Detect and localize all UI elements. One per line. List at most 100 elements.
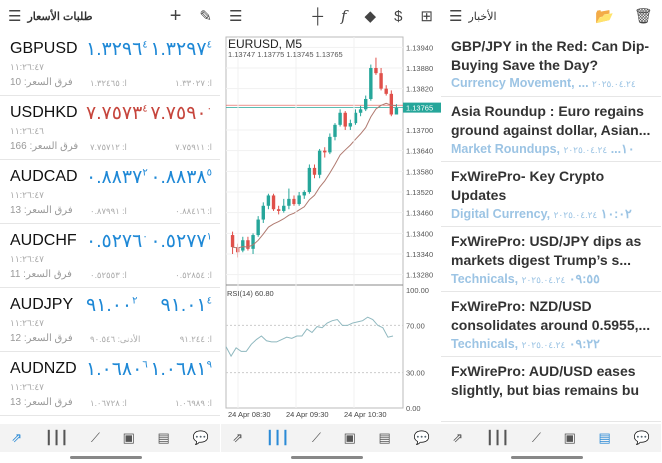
menu-icon[interactable]: ☰ [8, 8, 22, 25]
symbol: AUDCHF [10, 232, 77, 249]
price-tick-label: 1.13340 [406, 250, 433, 259]
price-tick-label: 1.13520 [406, 188, 433, 197]
symbol: AUDJPY [10, 296, 74, 313]
candle-body [333, 124, 337, 137]
rsi-tick-label: 70.00 [406, 321, 425, 330]
candle-body [292, 198, 296, 205]
price-tick-label: 1.13940 [406, 43, 433, 52]
chart-symbol: EURUSD, M5 [228, 37, 303, 51]
quote-row[interactable]: AUDCHF ٠.٥٢٧٦٠ ٠.٥٢٧٧١ ١١:٢٦:٤٧ فرق السع… [0, 224, 220, 288]
crosshair-icon[interactable]: ┼ [312, 7, 323, 25]
quotes-icon[interactable]: ⇗ [232, 430, 244, 445]
news-item[interactable]: FxWirePro: AUD/USD eases slightly, but b… [441, 357, 661, 422]
candle-body [246, 240, 250, 249]
chat-icon[interactable]: 💬 [192, 430, 209, 445]
spread: فرق السعر: 11 [10, 269, 72, 280]
objects-icon[interactable]: ◆ [364, 8, 377, 25]
add-icon[interactable]: + [169, 4, 182, 27]
candle-body [364, 99, 368, 110]
bid-price: ٠.٥٢٧٦٠ [86, 231, 148, 252]
edit-icon[interactable]: ✎ [199, 8, 212, 25]
low-price: الأدنى: ٩٠.٥٤٦ [90, 334, 141, 344]
chat-icon[interactable]: 💬 [633, 430, 650, 445]
price-tick-label: 1.13820 [406, 85, 433, 94]
ask-price: ١.٣٢٩٧٤ [150, 39, 212, 60]
chart-icon[interactable]: ┃┃┃ [265, 430, 290, 445]
quote-time: ١١:٢٦:٤٧ [10, 254, 45, 264]
quotes-icon[interactable]: ⇗ [11, 430, 23, 445]
candle-body [374, 68, 378, 74]
news-headline: FxWirePro: AUD/USD eases slightly, but b… [451, 363, 639, 398]
news-icon[interactable]: ▤ [378, 430, 391, 445]
time-tick-label: 24 Apr 08:30 [228, 410, 271, 419]
low-price: ا: ٠.٥٢٥٥٣ [90, 270, 127, 280]
quote-row[interactable]: USDHKD ٧.٧٥٧٣٤ ٧.٧٥٩٠٠ ١١:٢٦:٤٦ فرق السع… [0, 96, 220, 160]
news-category: Digital Currency, ١٠:٠٢ [451, 207, 632, 221]
trade-icon[interactable]: ⟋ [90, 430, 101, 445]
folder-icon[interactable]: 📂 [595, 8, 614, 25]
price-tick-label: 1.13400 [406, 229, 433, 238]
new-chart-icon[interactable]: ⊞ [420, 8, 433, 25]
news-date: ٢٠٢٥.٠٤.٢٤ [553, 210, 598, 220]
news-title: الأخبار [468, 10, 497, 23]
news-item[interactable]: FxWirePro: USD/JPY dips as markets diges… [441, 227, 661, 292]
rsi-tick-label: 30.00 [406, 369, 425, 378]
high-price: ا: ٩١.٢٤٤ [179, 334, 212, 344]
function-icon[interactable]: f [340, 7, 347, 25]
candle-body [328, 136, 332, 153]
candle-body [302, 192, 306, 196]
high-price: ا: ٠.٥٢٨٥٤ [175, 270, 212, 280]
bid-price: ٧.٧٥٧٣٤ [86, 103, 148, 124]
candle-body [266, 195, 271, 206]
candle-body [338, 112, 342, 125]
symbol: GBPUSD [10, 40, 78, 57]
price-tick-label: 1.13460 [406, 209, 433, 218]
history-icon[interactable]: ▣ [343, 430, 356, 445]
quote-row[interactable]: GBPUSD ١.٣٢٩٦٤ ١.٣٢٩٧٤ ١١:٢٦:٤٧ فرق السع… [0, 32, 220, 96]
quote-time: ١١:٢٦:٤٦ [10, 126, 45, 136]
candle-body [287, 198, 291, 206]
candle-body [307, 167, 312, 192]
history-icon[interactable]: ▣ [122, 430, 135, 445]
low-price: ا: ٠.٨٧٩٩١ [90, 206, 127, 216]
menu-icon[interactable]: ☰ [229, 8, 243, 25]
ask-price: ١.٠٦٨١٩ [150, 359, 212, 380]
chat-icon[interactable]: 💬 [413, 430, 430, 445]
news-screen: ☰ الأخبار 📂 🗑 GBP/JPY in the Red: Can Di… [441, 0, 661, 463]
news-icon[interactable]: ▤ [598, 430, 611, 445]
menu-icon[interactable]: ☰ [449, 8, 463, 25]
news-item[interactable]: FxWirePro: NZD/USD consolidates around 0… [441, 292, 661, 357]
history-icon[interactable]: ▣ [563, 430, 576, 445]
chart-icon[interactable]: ┃┃┃ [485, 430, 510, 445]
bid-price: ١.٠٦٨٠٦ [86, 359, 148, 380]
chart-icon[interactable]: ┃┃┃ [44, 430, 69, 445]
candle-body [389, 93, 394, 115]
news-item[interactable]: GBP/JPY in the Red: Can Dip-Buying Save … [441, 32, 661, 97]
news-item[interactable]: FxWirePro- Key Crypto Updates Digital Cu… [441, 162, 661, 227]
time-tick-label: 24 Apr 10:30 [344, 410, 387, 419]
trade-icon[interactable]: ⟋ [311, 430, 322, 445]
news-date: ٢٠٢٥.٠٤.٢٤ [521, 275, 566, 285]
chart-screen: ☰ ┼ f ◆ $ ⊞ 1.13940 1.13880 1.13820 1.13700… [221, 0, 441, 463]
quote-row[interactable]: AUDJPY ٩١.٠٠٢ ٩١.٠١٤ ١١:٢٦:٤٧ فرق السعر:… [0, 288, 220, 352]
trade-icon[interactable]: ⟋ [531, 430, 542, 445]
quote-row[interactable]: AUDCAD ٠.٨٨٣٧٢ ٠.٨٨٣٨٥ ١١:٢٦:٤٧ فرق السع… [0, 160, 220, 224]
news-item[interactable]: Asia Roundup : Euro regains ground again… [441, 97, 661, 162]
quotes-icon[interactable]: ⇗ [452, 430, 464, 445]
trade-icon[interactable]: $ [394, 7, 403, 25]
spread: فرق السعر: 13 [10, 205, 73, 216]
bottom-nav: ⇗ ┃┃┃ ⟋ ▣ ▤ 💬 [441, 424, 661, 452]
quotes-title: طلبات الأسعار [27, 10, 93, 23]
symbol: USDHKD [10, 104, 78, 121]
quote-row[interactable]: AUDNZD ١.٠٦٨٠٦ ١.٠٦٨١٩ ١١:٢٦:٤٧ فرق السع… [0, 352, 220, 416]
quote-time: ١١:٢٦:٤٧ [10, 382, 45, 392]
news-icon[interactable]: ▤ [157, 430, 170, 445]
quote-time: ١١:٢٦:٤٧ [10, 190, 45, 200]
home-indicator [291, 456, 363, 459]
low-price: ا: ١.٣٢٤٦٥ [90, 78, 127, 88]
news-headline: GBP/JPY in the Red: Can Dip-Buying Save … [451, 38, 650, 73]
price-chart[interactable]: 1.13940 1.13880 1.13820 1.13700 1.13640 1.135… [221, 32, 441, 424]
delete-icon[interactable]: 🗑 [633, 8, 653, 25]
candle-body [297, 195, 301, 205]
candle-body [317, 150, 322, 175]
